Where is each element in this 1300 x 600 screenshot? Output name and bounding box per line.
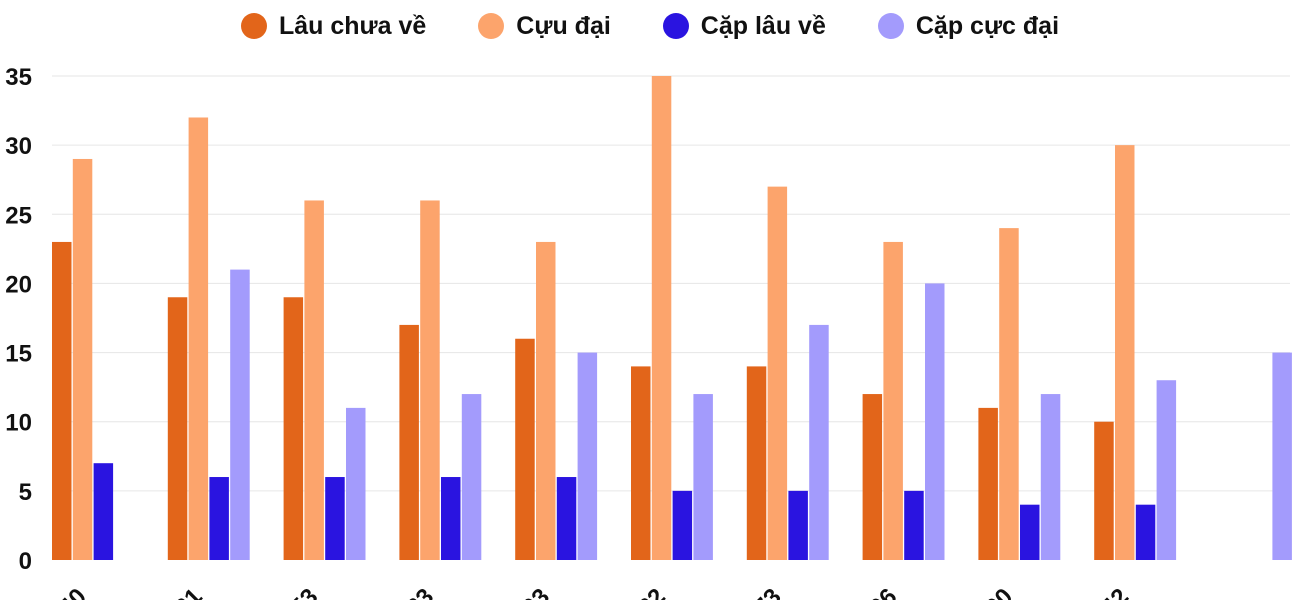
bar[interactable]	[577, 352, 598, 560]
bar[interactable]	[209, 477, 229, 560]
bar[interactable]	[283, 297, 304, 560]
x-tick-label: 06	[864, 583, 902, 600]
bar[interactable]	[693, 394, 713, 560]
bar[interactable]	[631, 366, 651, 560]
bar[interactable]	[188, 117, 209, 560]
bar[interactable]	[1020, 504, 1040, 560]
y-axis-ticks: 0 5 10 15 20 25 30 35	[5, 64, 32, 575]
x-tick-label: 03	[517, 583, 555, 600]
bar[interactable]	[978, 407, 998, 560]
legend-label-lau-chua-ve: Lâu chưa về	[278, 11, 427, 40]
x-tick-label: 53	[285, 583, 323, 600]
bar[interactable]	[230, 269, 250, 560]
bar[interactable]	[441, 477, 461, 560]
bar[interactable]	[72, 158, 93, 560]
bar[interactable]	[1272, 352, 1292, 560]
x-tick-label: 82	[633, 583, 671, 600]
bar[interactable]	[883, 241, 903, 560]
bar[interactable]	[93, 463, 114, 560]
legend-swatch-cap-cuc-dai	[877, 13, 904, 39]
y-tick-label: 25	[5, 202, 32, 229]
y-tick-label: 35	[5, 64, 32, 91]
bar[interactable]	[862, 394, 883, 560]
y-tick-label: 20	[5, 271, 32, 298]
bar[interactable]	[904, 490, 924, 560]
bar[interactable]	[325, 477, 345, 560]
y-tick-label: 15	[5, 341, 32, 368]
chart-legend: Lâu chưa về Cựu đại Cặp lâu về Cặp cực đ…	[0, 8, 1300, 44]
bar[interactable]	[536, 241, 556, 560]
bar[interactable]	[420, 200, 440, 560]
y-tick-label: 5	[19, 479, 32, 506]
legend-swatch-cuu-dai	[478, 13, 505, 39]
bars-group	[52, 76, 1292, 560]
bar[interactable]	[461, 394, 482, 560]
bar[interactable]	[556, 477, 577, 560]
x-axis-ticks: 40 21 53 83 03 82 73 06 00 42	[54, 583, 1134, 600]
bar[interactable]	[399, 324, 419, 560]
x-tick-label: 83	[401, 583, 439, 600]
legend-item-cap-cuc-dai[interactable]: Cặp cực đại	[877, 11, 1060, 41]
bar[interactable]	[346, 407, 366, 560]
bar[interactable]	[999, 228, 1019, 560]
bar[interactable]	[651, 76, 672, 560]
bar[interactable]	[1094, 421, 1114, 560]
legend-label-cuu-dai: Cựu đại	[516, 11, 611, 40]
y-tick-label: 30	[5, 133, 32, 160]
x-tick-label: 00	[980, 583, 1018, 600]
bar[interactable]	[1040, 394, 1061, 560]
legend-item-cap-lau-ve[interactable]: Cặp lâu về	[662, 11, 826, 41]
bar[interactable]	[1156, 380, 1177, 560]
bar[interactable]	[788, 490, 808, 560]
legend-item-lau-chua-ve[interactable]: Lâu chưa về	[240, 11, 427, 41]
bar[interactable]	[1135, 504, 1156, 560]
bar[interactable]	[925, 283, 945, 560]
x-tick-label: 21	[170, 583, 208, 600]
bar[interactable]	[515, 338, 535, 560]
legend-label-cap-cuc-dai: Cặp cực đại	[915, 11, 1060, 40]
x-tick-label: 73	[749, 583, 787, 600]
bar[interactable]	[304, 200, 324, 560]
x-tick-label: 40	[54, 583, 92, 600]
y-tick-label: 10	[5, 410, 32, 437]
bar[interactable]	[167, 297, 188, 560]
bar[interactable]	[672, 490, 693, 560]
y-tick-label: 0	[19, 548, 32, 575]
legend-swatch-cap-lau-ve	[662, 13, 689, 39]
legend-label-cap-lau-ve: Cặp lâu về	[700, 11, 826, 40]
bar[interactable]	[746, 366, 767, 560]
bar[interactable]	[809, 324, 829, 560]
legend-item-cuu-dai[interactable]: Cựu đại	[478, 12, 611, 41]
bar[interactable]	[767, 186, 788, 560]
bar[interactable]	[1115, 145, 1135, 560]
legend-swatch-lau-chua-ve	[240, 13, 267, 39]
bar[interactable]	[52, 241, 72, 560]
x-tick-label: 42	[1096, 583, 1134, 600]
